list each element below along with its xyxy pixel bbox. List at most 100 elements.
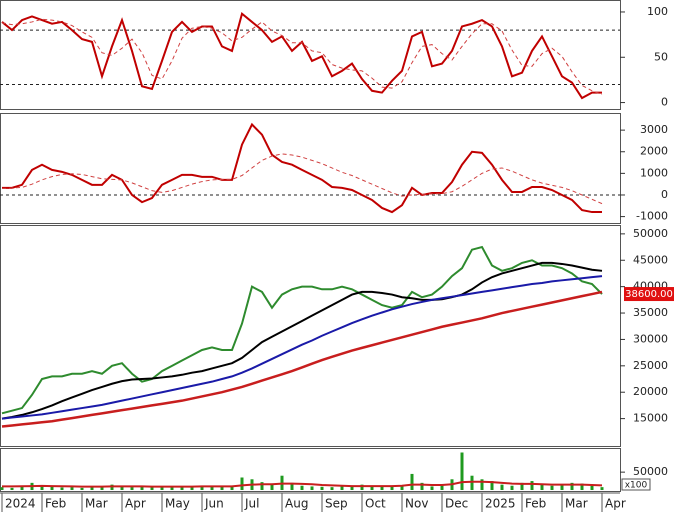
y-tick-label: 1000 [640,166,668,179]
volume-bar [100,487,104,490]
panel-frame [0,0,621,110]
series-line [1,153,603,205]
unit-label: x100 [625,481,648,491]
volume-bar [380,486,384,490]
volume-bar [10,487,14,490]
volume-bar [350,486,354,490]
volume-bar [120,486,124,490]
volume-bar [190,486,194,490]
volume-bar [570,482,574,490]
volume-bar [260,482,264,490]
volume-bar [60,487,64,490]
y-tick-label: 25000 [633,359,668,372]
unit-box [621,478,651,491]
volume-bar [170,487,174,490]
series-line [1,290,603,428]
y-tick-label: 50000 [633,465,668,478]
volume-bar [230,486,234,490]
x-tick-label: Aug [285,497,308,511]
volume-bar [510,485,514,490]
volume-bar [470,475,474,490]
y-tick-label: -1000 [636,210,668,223]
x-tick-label: Jul [244,497,259,511]
series-line [1,245,603,415]
volume-bar [580,483,584,490]
last-price-box [624,287,674,302]
volume-bar [360,484,364,490]
series-line [2,122,602,214]
volume-bar [80,487,84,490]
x-tick-label: Oct [365,497,386,511]
x-tick-label: Dec [445,497,468,511]
y-tick-label: 0 [661,96,668,109]
volume-bar [420,482,424,490]
volume-bar [460,452,464,490]
x-tick-label: Apr [605,497,626,511]
volume-bar [590,485,594,490]
volume-bar [140,485,144,490]
volume-bar [480,479,484,490]
series-line [1,261,603,420]
volume-bar [220,486,224,490]
y-tick-label: 2000 [640,145,668,158]
volume-bar [90,486,94,490]
y-tick-label: 35000 [633,306,668,319]
volume-bar [390,486,394,490]
x-tick-label: Feb [45,497,66,511]
volume-bar [330,487,334,490]
volume-bar [20,485,24,490]
volume-bar [600,487,604,490]
series-line [1,275,603,420]
volume-bar [540,484,544,490]
panel-frame [0,225,621,447]
volume-bar [440,485,444,490]
x-tick-label: Nov [405,497,428,511]
volume-bar [0,487,4,490]
y-tick-label: 3000 [640,123,668,136]
series-line [2,480,603,488]
volume-bar [200,486,204,490]
y-tick-label: 20000 [633,385,668,398]
panel-frame [0,448,621,492]
volume-bar [130,487,134,490]
volume-bar [310,486,314,490]
x-tick-label: 2024 [5,497,36,511]
series-line [1,12,602,100]
volume-bar [550,485,554,490]
volume-bar [500,484,504,490]
x-tick-label: Feb [525,497,546,511]
volume-bar [150,487,154,490]
volume-bar [320,486,324,490]
volume-bar [340,486,344,490]
y-tick-label: 0 [661,188,668,201]
x-tick-label: 2025 [485,497,516,511]
volume-bar [520,482,524,490]
x-tick-label: Apr [125,497,146,511]
volume-bar [530,481,534,490]
x-tick-label: Mar [565,497,588,511]
y-tick-label: 45000 [633,253,668,266]
y-tick-label: 50000 [633,227,668,240]
y-tick-label: 100 [647,5,668,18]
x-tick-label: May [165,497,190,511]
volume-bar [160,486,164,490]
x-tick-label: Mar [85,497,108,511]
volume-bar [560,485,564,490]
y-tick-label: 50 [654,50,668,63]
last-price-label: 38600.00 [625,289,673,300]
volume-bar [50,486,54,490]
volume-bar [290,482,294,490]
y-tick-label: 15000 [633,412,668,425]
volume-bar [430,486,434,490]
volume-bar [180,486,184,490]
volume-bar [370,485,374,490]
volume-bar [410,473,414,490]
volume-bar [210,485,214,490]
volume-bar [240,477,244,490]
x-tick-label: Sep [325,497,348,511]
y-tick-label: 30000 [633,332,668,345]
x-tick-label: Jun [204,497,224,511]
volume-bar [400,485,404,490]
volume-bar [70,487,74,490]
